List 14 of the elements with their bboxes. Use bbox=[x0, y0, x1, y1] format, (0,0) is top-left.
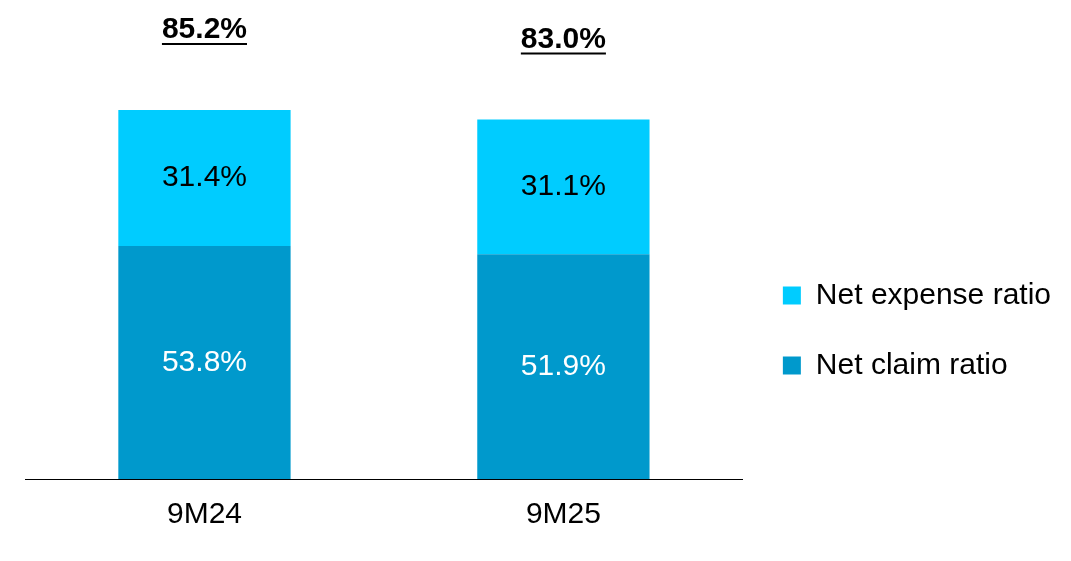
data-label: 51.9% bbox=[520, 347, 606, 381]
bar bbox=[118, 245, 291, 479]
bar bbox=[477, 119, 650, 255]
bar bbox=[118, 110, 291, 246]
total-label: 85.2% bbox=[161, 11, 247, 44]
data-label: 53.8% bbox=[161, 343, 247, 377]
data-label: 31.4% bbox=[161, 159, 247, 193]
legend-label: Net claim ratio bbox=[815, 346, 1008, 380]
x-tick-label: 9M24 bbox=[166, 496, 242, 530]
x-tick-label: 9M25 bbox=[525, 496, 601, 530]
data-label: 31.1% bbox=[520, 168, 606, 202]
total-label: 83.0% bbox=[520, 20, 606, 54]
legend-label: Net expense ratio bbox=[815, 276, 1051, 310]
bar bbox=[477, 254, 650, 479]
